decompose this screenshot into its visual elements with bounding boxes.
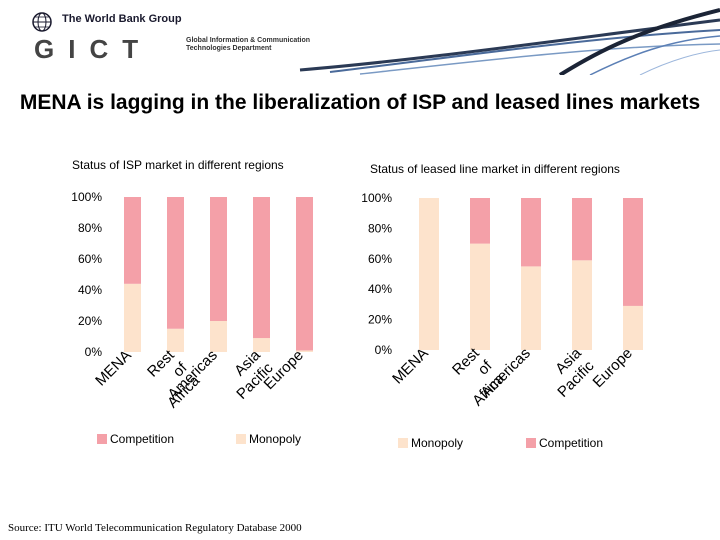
gict-subtitle: Global Information & Communication Techn… [186,37,311,52]
leased-bar-competition [521,198,541,267]
isp-y-tick-label: 60% [78,252,102,266]
isp-chart-title: Status of ISP market in different region… [72,158,284,172]
isp-legend-label-competition: Competition [110,432,174,446]
leased-legend-label-monopoly: Monopoly [411,436,463,450]
leased-y-tick-label: 0% [375,343,393,357]
isp-bar-competition [253,197,270,339]
isp-legend-swatch-competition [97,434,107,444]
fiber-cable-graphic [299,8,720,75]
isp-bar-competition [124,197,141,284]
leased-bar-monopoly [470,243,490,350]
leased-y-tick-label: 60% [368,252,392,266]
isp-bar-competition [167,197,184,329]
isp-bar-monopoly [124,283,141,352]
isp-bar-competition [210,197,227,321]
world-bank-globe-icon [32,12,52,32]
leased-chart-title: Status of leased line market in differen… [370,162,620,176]
isp-y-tick-label: 80% [78,221,102,235]
leased-legend-swatch-competition [526,438,536,448]
leased-bar-monopoly [521,266,541,350]
isp-y-tick-label: 20% [78,314,102,328]
leased-bar-monopoly [419,198,439,350]
isp-bar-monopoly [296,350,313,352]
isp-legend-swatch-monopoly [236,434,246,444]
isp-y-tick-label: 40% [78,283,102,297]
leased-legend-label-competition: Competition [539,436,603,450]
leased-bar-monopoly [623,305,643,350]
leased-bar-competition [623,198,643,306]
leased-bar-monopoly [572,260,592,350]
leased-bar-competition [572,198,592,261]
isp-y-tick-label: 0% [85,345,103,359]
leased-y-tick-label: 80% [368,221,392,235]
leased-y-tick-label: 100% [361,191,392,205]
header-banner: The World Bank Group GICT Global Informa… [0,0,720,75]
leased-bar-competition [470,198,490,244]
leased-x-tick-label: MENA [389,345,432,388]
isp-bar-monopoly [253,338,270,352]
org-name: The World Bank Group [62,13,182,25]
isp-legend-label-monopoly: Monopoly [249,432,301,446]
leased-y-tick-label: 40% [368,282,392,296]
leased-y-tick-label: 20% [368,313,392,327]
slide-title: MENA is lagging in the liberalization of… [19,91,701,114]
leased-legend-swatch-monopoly [398,438,408,448]
leased-x-tick-label: Europe [590,345,636,391]
isp-bar-competition [296,197,313,351]
isp-y-tick-label: 100% [71,190,102,204]
isp-bar-monopoly [210,321,227,352]
gict-logo: GICT [34,34,153,64]
isp-bar-monopoly [167,328,184,352]
leased-x-tick-label: AsiaPacific [542,344,598,400]
source-note: Source: ITU World Telecommunication Regu… [8,522,302,534]
